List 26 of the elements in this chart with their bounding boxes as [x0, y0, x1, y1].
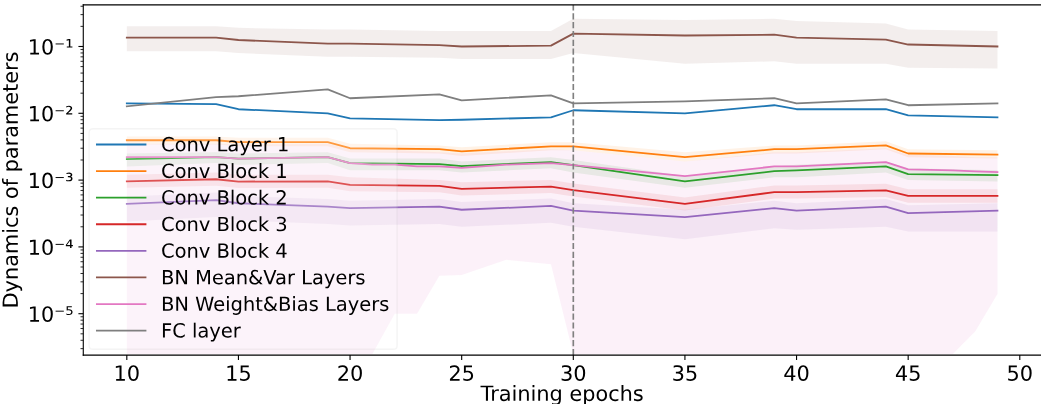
x-tick-label: 10	[115, 365, 139, 381]
x-tick-label: 40	[784, 365, 809, 381]
legend-label: Conv Block 3	[162, 216, 287, 232]
line-series	[125, 156, 999, 177]
y-tick-label: 10⁻⁴	[29, 239, 73, 256]
legend-label: Conv Block 2	[162, 189, 286, 205]
x-tick-label: 50	[1008, 365, 1032, 381]
x-tick-label: 25	[449, 365, 474, 381]
x-tick-label: 35	[673, 365, 697, 381]
line-series	[125, 32, 999, 48]
y-tick-label: 10⁻⁵	[29, 306, 73, 322]
line-series	[125, 178, 999, 205]
x-tick-label: 15	[227, 365, 250, 381]
y-tick-label: 10⁻¹	[29, 38, 73, 55]
x-tick-label: 20	[338, 365, 362, 381]
line-series	[125, 102, 999, 122]
legend-label: Conv Block 1	[162, 163, 286, 179]
y-axis-title: Dynamics of parameters	[1, 52, 23, 307]
legend-label: BN Mean&Var Layers	[162, 269, 365, 289]
y-tick-label: 10⁻²	[29, 105, 73, 122]
legend-label: FC layer	[162, 322, 241, 342]
y-tick-label: 10⁻³	[29, 172, 73, 189]
legend-label: Conv Block 4	[162, 242, 287, 258]
legend-label: BN Weight&Bias Layers	[162, 296, 389, 315]
x-tick-label: 30	[561, 365, 586, 381]
x-tick-label: 45	[895, 365, 920, 381]
